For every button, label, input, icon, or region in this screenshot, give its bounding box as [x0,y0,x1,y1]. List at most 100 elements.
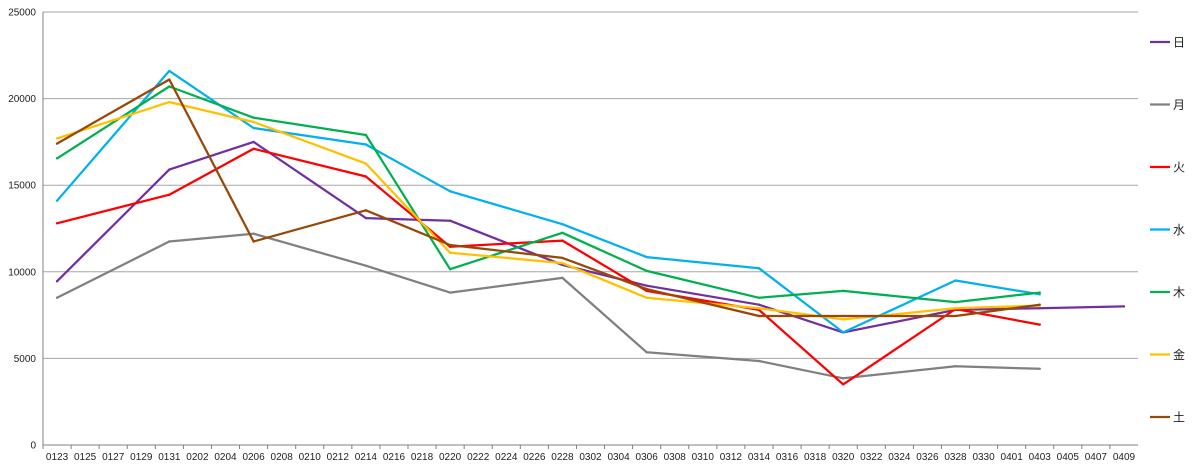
data-point [954,279,957,282]
data-point [757,314,761,318]
data-point [954,314,957,318]
y-tick-label: 20000 [8,94,36,105]
data-point [561,261,564,265]
data-point [168,100,171,104]
data-point [1038,291,1041,294]
data-point [954,306,957,310]
data-point [168,78,171,81]
data-point [954,300,957,304]
series-line-5 [56,100,1040,321]
data-point [448,219,452,222]
data-point [55,199,59,202]
series-line-4 [56,85,1040,304]
legend-label: 水 [1173,223,1185,237]
data-point [1038,367,1041,370]
y-tick-label: 25000 [8,8,36,19]
data-point [364,143,368,146]
data-point [645,269,648,273]
x-tick-label: 0403 [1029,452,1052,463]
data-point [252,120,255,124]
x-tick-label: 0401 [1001,452,1024,463]
x-tick-label: 0204 [214,452,237,463]
data-point [168,240,171,243]
x-tick-label: 0125 [74,452,97,463]
data-point [168,168,171,171]
data-point [645,296,648,299]
series-line-2 [56,147,1040,386]
data-point [645,351,648,354]
x-tick-label: 0310 [692,452,715,463]
data-point [55,137,59,140]
data-point [645,284,648,287]
data-point [1038,303,1041,306]
x-tick-label: 0314 [748,452,771,463]
x-tick-label: 0302 [579,452,602,463]
series-lines [55,69,1126,386]
data-point [757,296,761,299]
data-point [55,296,59,299]
data-point [841,331,845,334]
x-tick-label: 0131 [158,452,181,463]
legend-label: 土 [1173,411,1185,425]
data-point [645,287,648,291]
data-point [1122,305,1126,308]
x-tick-label: 0208 [271,452,294,463]
y-tick-label: 15000 [8,181,36,192]
y-tick-label: 10000 [8,267,36,278]
data-point [448,251,452,254]
data-point [252,140,255,144]
data-point [168,85,171,88]
data-point [55,280,59,283]
x-tick-label: 0129 [130,452,153,463]
data-point [252,240,255,243]
data-point [55,157,59,160]
x-tick-label: 0316 [776,452,799,463]
data-point [252,232,255,235]
y-tick-label: 0 [30,441,36,452]
x-tick-label: 0206 [242,452,265,463]
data-point [448,243,452,247]
x-tick-label: 0214 [355,452,378,463]
data-point [841,314,845,318]
legend-label: 月 [1173,98,1185,112]
data-point [252,147,255,151]
series-line-0 [56,140,1125,334]
x-tick-label: 0218 [411,452,434,463]
y-axis: 0 5000 10000 15000 20000 25000 [8,8,44,452]
data-point [252,116,255,119]
data-point [841,377,845,380]
data-point [841,383,845,386]
x-tick-label: 0318 [804,452,827,463]
data-point [561,256,564,260]
data-point [168,69,171,73]
x-tick-label: 0308 [664,452,687,463]
x-tick-label: 0322 [860,452,883,463]
legend-label: 木 [1173,286,1185,300]
x-tick-label: 0127 [102,452,125,463]
data-point [1038,306,1041,310]
x-tick-label: 0320 [832,452,855,463]
x-tick-label: 0409 [1113,452,1136,463]
x-tick-label: 0212 [327,452,350,463]
data-point [448,291,452,294]
data-point [954,364,957,368]
data-point [841,318,845,321]
x-tick-label: 0407 [1085,452,1108,463]
data-point [841,289,845,293]
x-tick-label: 0210 [299,452,322,463]
x-tick-label: 0312 [720,452,743,463]
x-tick-label: 0123 [46,452,69,463]
x-tick-label: 0222 [467,452,490,463]
x-tick-label: 0226 [523,452,546,463]
x-tick-label: 0405 [1057,452,1080,463]
data-point [645,255,648,259]
data-point [364,133,368,137]
grid-lines [43,11,1138,359]
data-point [561,231,564,235]
data-point [168,193,171,196]
data-point [561,239,564,242]
x-tick-label: 0224 [495,452,518,463]
x-tick-label: 0220 [439,452,462,463]
